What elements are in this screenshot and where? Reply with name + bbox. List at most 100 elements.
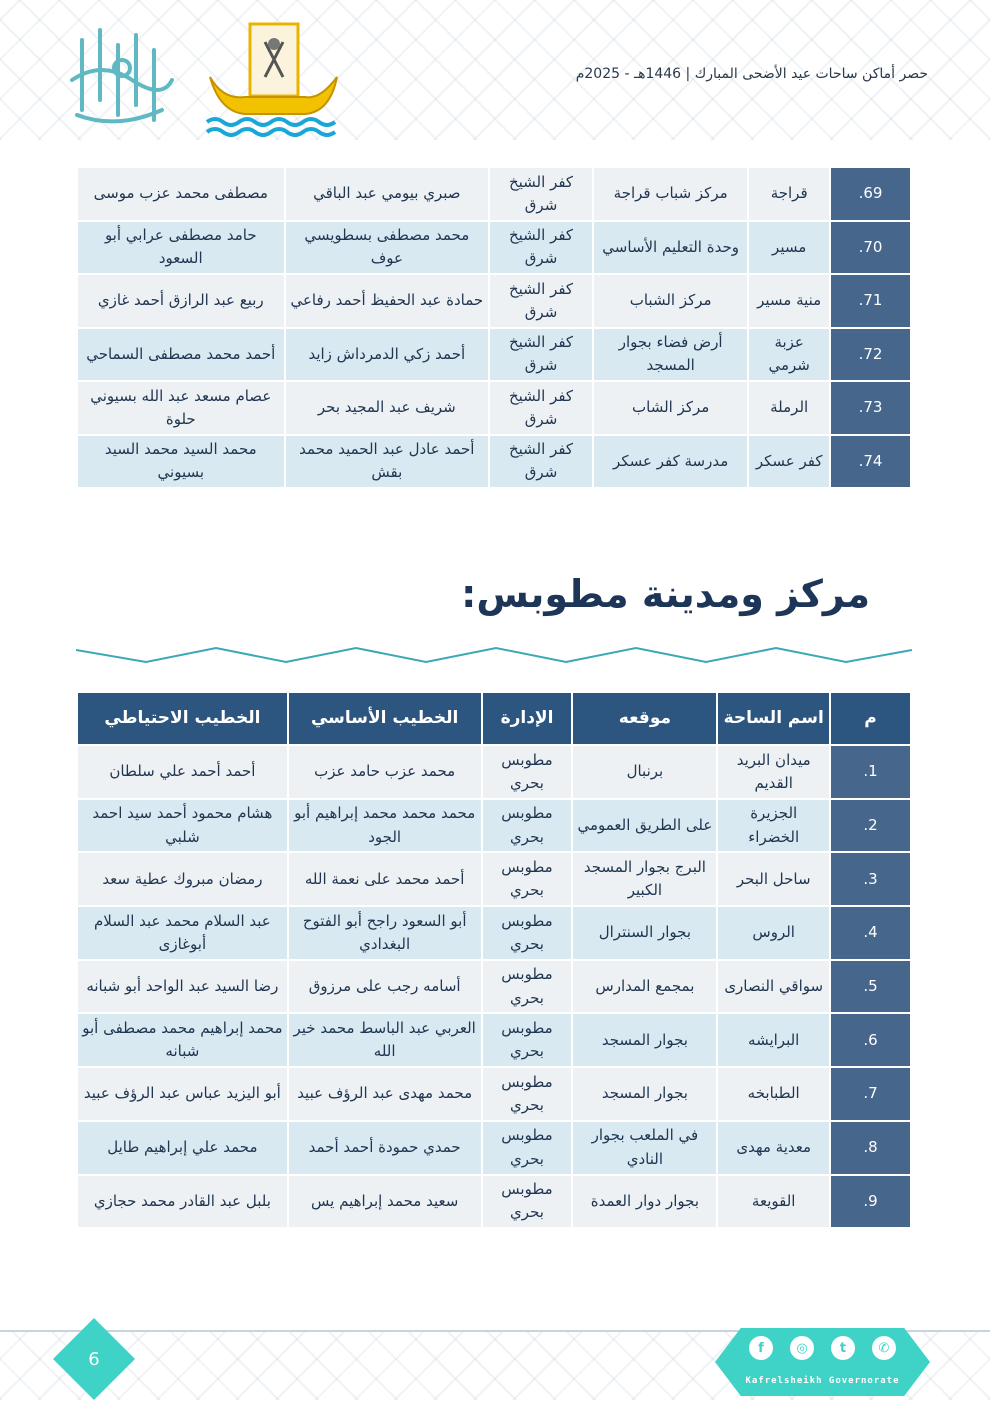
venue-name: البرايشه	[718, 1014, 829, 1067]
backup-imam: رضا السيد عبد الواحد أبو شبانه	[78, 960, 287, 1013]
backup-imam: محمد علي إبراهيم طايل	[78, 1121, 287, 1174]
page-number: 6	[88, 1348, 100, 1370]
primary-imam: محمد محمد محمد إبراهيم أبو الجود	[288, 799, 481, 852]
eid-calligraphy-logo	[70, 28, 174, 124]
venue-location: وحدة التعليم الأساسي	[593, 221, 748, 273]
backup-imam: أبو اليزيد عباس عبد الرؤف عبيد	[78, 1068, 287, 1120]
backup-imam: رمضان مبروك عطية سعد	[78, 853, 287, 906]
facebook-icon[interactable]: f	[749, 1336, 773, 1360]
primary-imam: أسامه رجب على مرزوق	[288, 960, 481, 1013]
administration: كفر الشيخ شرق	[490, 382, 592, 434]
imams-table-continued: 69. قراجة مركز شباب قراجة كفر الشيخ شرق صبري…	[76, 166, 912, 489]
row-number: 2.	[831, 799, 910, 852]
row-number: 71.	[831, 275, 910, 327]
venue-name: معدية مهدى	[718, 1121, 829, 1174]
administration: مطوبس بحري	[482, 853, 572, 906]
twitter-icon[interactable]: t	[831, 1336, 855, 1360]
venue-location: مركز شباب قراجة	[593, 168, 748, 220]
venue-location: بجوار المسجد	[573, 1068, 717, 1120]
backup-imam: عصام مسعد عبد الله بسيوني حلوة	[78, 382, 284, 434]
table-row: 69. قراجة مركز شباب قراجة كفر الشيخ شرق صبري…	[78, 168, 910, 220]
table-row: 73. الرملة مركز الشاب كفر الشيخ شرق شريف عبد…	[78, 382, 910, 434]
administration: مطوبس بحري	[482, 1175, 572, 1228]
table-row: 71. منية مسير مركز الشباب كفر الشيخ شرق حماد…	[78, 275, 910, 327]
row-number: 73.	[831, 382, 910, 434]
administration: كفر الشيخ شرق	[490, 221, 592, 273]
table-row: 2. الجزيرة الخضراء على الطريق العمومي مطوبس…	[78, 799, 910, 852]
column-header: الخطيب الأساسي	[288, 693, 481, 744]
table-row: 74. كفر عسكر مدرسة كفر عسكر كفر الشيخ شرق أح…	[78, 435, 910, 487]
venue-location: بجوار السنترال	[573, 907, 717, 959]
administration: مطوبس بحري	[482, 1068, 572, 1120]
backup-imam: محمد إبراهيم محمد مصطفى أبو شبانه	[78, 1014, 287, 1067]
backup-imam: أحمد أحمد علي سلطان	[78, 746, 287, 798]
administration: مطوبس بحري	[482, 907, 572, 959]
row-number: 74.	[831, 435, 910, 487]
backup-imam: عبد السلام محمد عبد السلام أبوغازى	[78, 907, 287, 959]
table-row: 1. ميدان البريد القديم برنبال مطوبس بحري محم…	[78, 746, 910, 798]
backup-imam: أحمد محمد مصطفى السماحي	[78, 328, 284, 380]
row-number: 8.	[831, 1121, 910, 1174]
primary-imam: محمد عزب حامد عزب	[288, 746, 481, 798]
venue-location: بمجمع المدارس	[573, 960, 717, 1013]
header-pattern	[0, 0, 990, 140]
administration: كفر الشيخ شرق	[490, 328, 592, 380]
venue-location: مدرسة كفر عسكر	[593, 435, 748, 487]
primary-imam: سعيد محمد إبراهيم يس	[288, 1175, 481, 1228]
venue-name: الروس	[718, 907, 829, 959]
venue-name: قراجة	[749, 168, 829, 220]
row-number: 3.	[831, 853, 910, 906]
table-row: 6. البرايشه بجوار المسجد مطوبس بحري العربي ع…	[78, 1014, 910, 1067]
venue-name: ميدان البريد القديم	[718, 746, 829, 798]
whatsapp-icon[interactable]: ✆	[872, 1336, 896, 1360]
venue-location: مركز الشباب	[593, 275, 748, 327]
venue-name: كفر عسكر	[749, 435, 829, 487]
venue-name: الرملة	[749, 382, 829, 434]
venue-name: مسير	[749, 221, 829, 273]
primary-imam: حمدي حمودة أحمد أحمد	[288, 1121, 481, 1174]
backup-imam: حامد مصطفى عرابي أبو السعود	[78, 221, 284, 273]
primary-imam: شريف عبد المجيد بحر	[285, 382, 489, 434]
governorate-name: Kafrelsheikh Governorate	[745, 1376, 900, 1386]
venue-name: الجزيرة الخضراء	[718, 799, 829, 852]
primary-imam: محمد مهدى عبد الرؤف عبيد	[288, 1068, 481, 1120]
administration: كفر الشيخ شرق	[490, 168, 592, 220]
venue-name: ساحل البحر	[718, 853, 829, 906]
primary-imam: حمادة عبد الحفيظ أحمد رفاعي	[285, 275, 489, 327]
table-row: 7. الطبابخه بجوار المسجد مطوبس بحري محمد مهد…	[78, 1068, 910, 1120]
backup-imam: هشام محمود أحمد سيد احمد شلبي	[78, 799, 287, 852]
administration: كفر الشيخ شرق	[490, 275, 592, 327]
primary-imam: أبو السعود راجح أبو الفتوح البغدادي	[288, 907, 481, 959]
instagram-icon[interactable]: ◎	[790, 1336, 814, 1360]
document-header-title: حصر أماكن ساحات عيد الأضحى المبارك | 144…	[575, 66, 928, 82]
primary-imam: أحمد محمد على نعمة الله	[288, 853, 481, 906]
row-number: 70.	[831, 221, 910, 273]
row-number: 4.	[831, 907, 910, 959]
row-number: 6.	[831, 1014, 910, 1067]
table-row: 3. ساحل البحر البرج بجوار المسجد الكبير مطو…	[78, 853, 910, 906]
venue-location: برنبال	[573, 746, 717, 798]
venue-location: البرج بجوار المسجد الكبير	[573, 853, 717, 906]
backup-imam: ربيع عبد الرازق أحمد غازي	[78, 275, 284, 327]
venue-name: الطبابخه	[718, 1068, 829, 1120]
venue-name: عزبة شرمي	[749, 328, 829, 380]
table-row: 9. القويعة بجوار دوار العمدة مطوبس بحري سعيد…	[78, 1175, 910, 1228]
row-number: 72.	[831, 328, 910, 380]
venue-location: أرض فضاء بجوار المسجد	[593, 328, 748, 380]
table-row: 70. مسير وحدة التعليم الأساسي كفر الشيخ شرق…	[78, 221, 910, 273]
administration: مطوبس بحري	[482, 799, 572, 852]
column-header: م	[831, 693, 910, 744]
backup-imam: مصطفى محمد عزب موسى	[78, 168, 284, 220]
venue-location: بجوار دوار العمدة	[573, 1175, 717, 1228]
row-number: 1.	[831, 746, 910, 798]
venue-name: سواقي النصارى	[718, 960, 829, 1013]
administration: مطوبس بحري	[482, 960, 572, 1013]
row-number: 69.	[831, 168, 910, 220]
table-row: 72. عزبة شرمي أرض فضاء بجوار المسجد كفر الش…	[78, 328, 910, 380]
administration: مطوبس بحري	[482, 1121, 572, 1174]
row-number: 7.	[831, 1068, 910, 1120]
primary-imam: أحمد زكي الدمرداش زايد	[285, 328, 489, 380]
venue-location: على الطريق العمومي	[573, 799, 717, 852]
social-links-banner: f ◎ t ✆ Kafrelsheikh Governorate	[715, 1328, 930, 1396]
backup-imam: محمد السيد محمد السيد بسيوني	[78, 435, 284, 487]
